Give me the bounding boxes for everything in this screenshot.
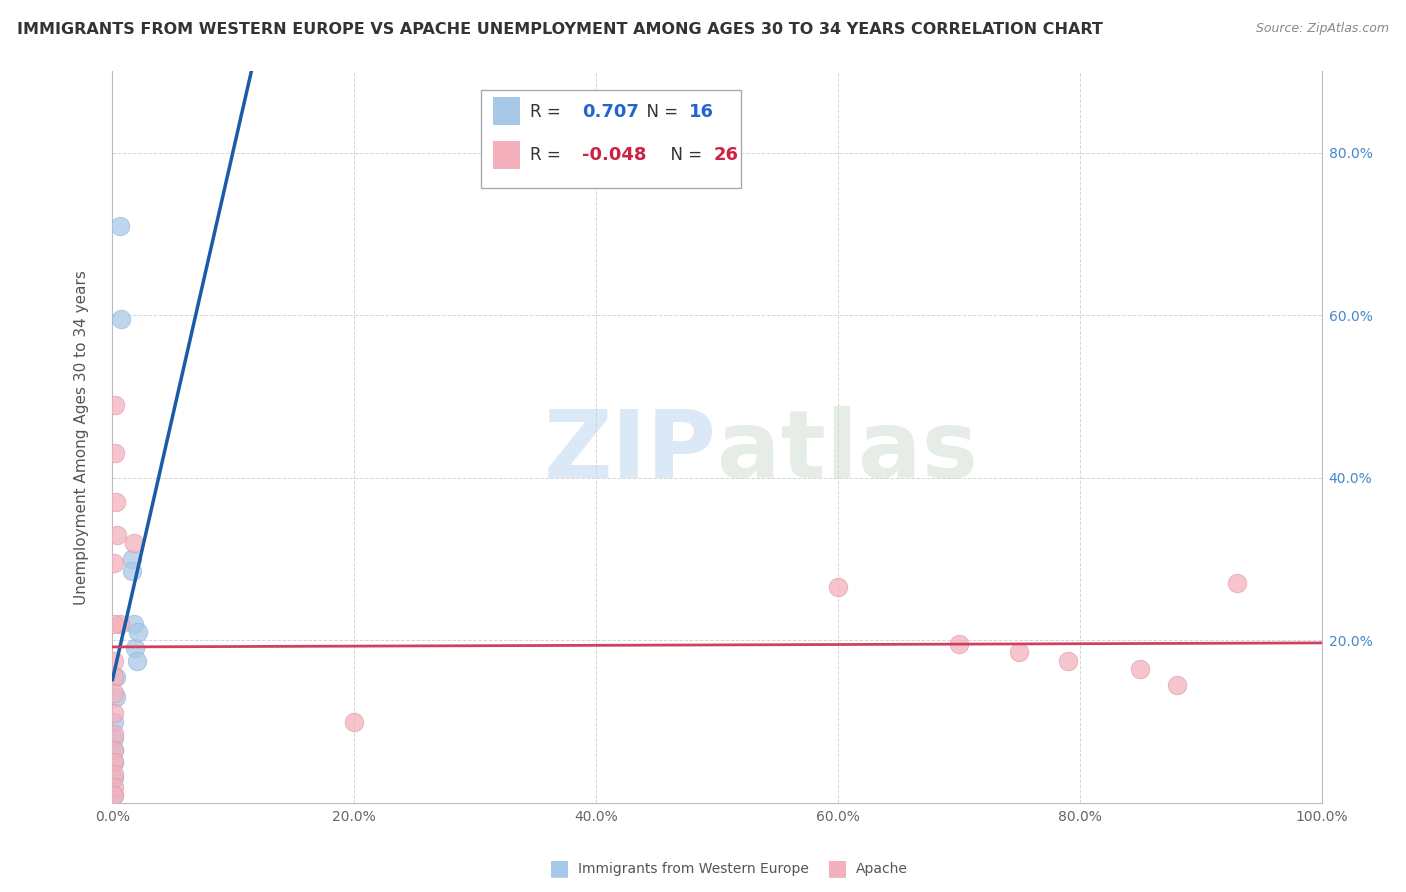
- Text: N =: N =: [661, 146, 707, 164]
- Point: [105, 495, 128, 509]
- Text: IMMIGRANTS FROM WESTERN EUROPE VS APACHE UNEMPLOYMENT AMONG AGES 30 TO 34 YEARS : IMMIGRANTS FROM WESTERN EUROPE VS APACHE…: [17, 22, 1102, 37]
- Point: [105, 690, 128, 705]
- Point: [103, 617, 125, 632]
- Text: atlas: atlas: [717, 406, 979, 498]
- Point: [121, 564, 143, 578]
- Point: [104, 446, 127, 460]
- Point: [1008, 645, 1031, 659]
- Text: N =: N =: [636, 103, 683, 120]
- Point: [103, 743, 125, 757]
- Point: [103, 788, 125, 802]
- Text: ZIP: ZIP: [544, 406, 717, 498]
- Point: [103, 755, 125, 769]
- Point: [105, 670, 128, 684]
- Point: [110, 312, 132, 326]
- Text: ■: ■: [550, 859, 571, 879]
- Point: [103, 780, 125, 794]
- Point: [104, 398, 127, 412]
- Text: 0.707: 0.707: [582, 103, 638, 120]
- Point: [1166, 678, 1188, 692]
- Point: [108, 219, 131, 233]
- Point: [122, 535, 145, 549]
- Point: [1226, 576, 1249, 591]
- Point: [948, 637, 970, 651]
- Point: [103, 556, 125, 570]
- Point: [103, 731, 125, 745]
- Point: [103, 788, 125, 802]
- Point: [103, 714, 125, 729]
- Point: [103, 670, 125, 684]
- Y-axis label: Unemployment Among Ages 30 to 34 years: Unemployment Among Ages 30 to 34 years: [75, 269, 89, 605]
- Point: [124, 641, 146, 656]
- Text: 26: 26: [713, 146, 738, 164]
- Point: [122, 617, 145, 632]
- Point: [105, 527, 128, 541]
- Text: -0.048: -0.048: [582, 146, 647, 164]
- Point: [103, 706, 125, 721]
- Point: [827, 581, 849, 595]
- Point: [103, 772, 125, 786]
- Bar: [494, 141, 520, 169]
- Text: Source: ZipAtlas.com: Source: ZipAtlas.com: [1256, 22, 1389, 36]
- FancyBboxPatch shape: [481, 90, 741, 188]
- Point: [127, 625, 149, 640]
- Text: Immigrants from Western Europe: Immigrants from Western Europe: [578, 862, 808, 876]
- Point: [108, 617, 131, 632]
- Point: [343, 714, 366, 729]
- Bar: [494, 97, 520, 125]
- Point: [103, 743, 125, 757]
- Text: R =: R =: [530, 103, 565, 120]
- Text: Apache: Apache: [856, 862, 908, 876]
- Point: [1056, 654, 1078, 668]
- Point: [121, 552, 143, 566]
- Point: [103, 755, 125, 769]
- Point: [1129, 662, 1152, 676]
- Point: [125, 654, 148, 668]
- Point: [103, 767, 125, 781]
- Point: [103, 727, 125, 741]
- Text: 16: 16: [689, 103, 714, 120]
- Point: [103, 654, 125, 668]
- Text: R =: R =: [530, 146, 565, 164]
- Point: [103, 686, 125, 700]
- Text: ■: ■: [828, 859, 848, 879]
